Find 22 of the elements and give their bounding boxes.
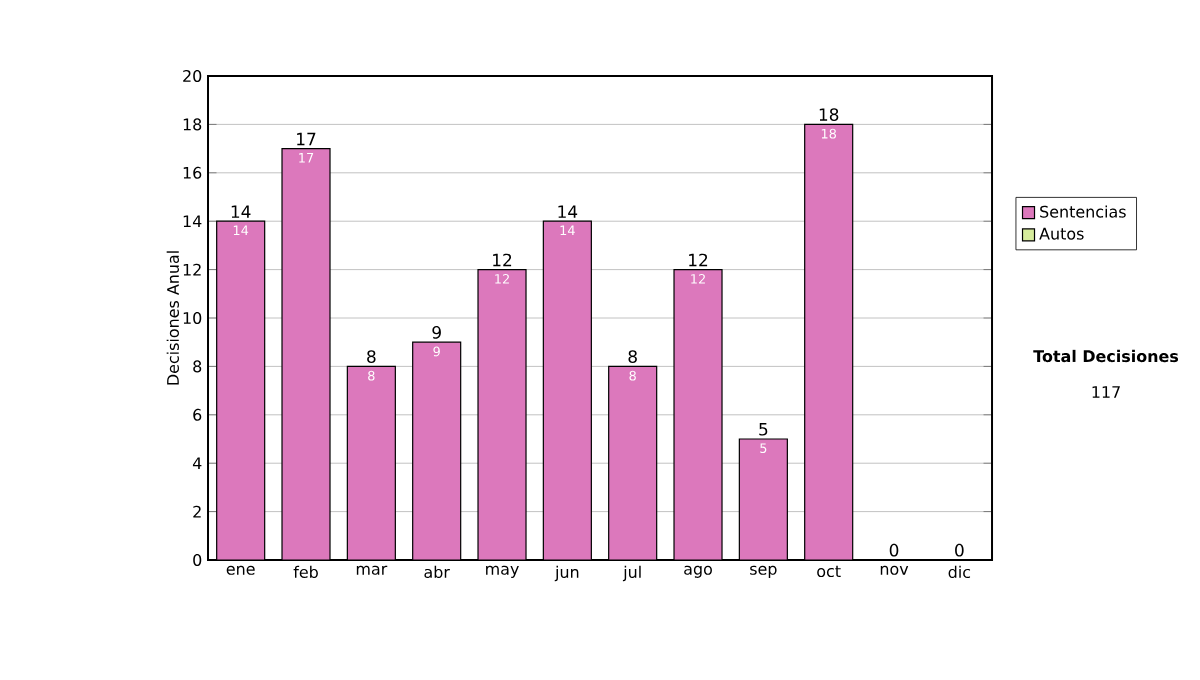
bar <box>543 221 592 560</box>
total-label: 0 <box>955 543 964 557</box>
bar <box>739 439 788 560</box>
total-label: 8 <box>367 350 376 364</box>
total-label: 12 <box>493 253 512 267</box>
bar <box>608 366 657 560</box>
bar <box>674 269 723 560</box>
total-label: 9 <box>432 326 441 339</box>
total-label: 18 <box>819 108 839 122</box>
bar <box>478 269 527 560</box>
total-label: 14 <box>558 205 578 218</box>
bar <box>412 342 461 560</box>
bar <box>804 123 854 560</box>
total-label: 17 <box>297 132 316 146</box>
total-label: 5 <box>759 423 768 436</box>
total-label: 0 <box>889 543 899 557</box>
total-label: 8 <box>628 350 637 364</box>
total-label: 14 <box>231 205 251 218</box>
bar <box>282 148 331 560</box>
bar <box>216 221 265 560</box>
bar <box>347 366 396 560</box>
total-label: 12 <box>689 253 708 267</box>
